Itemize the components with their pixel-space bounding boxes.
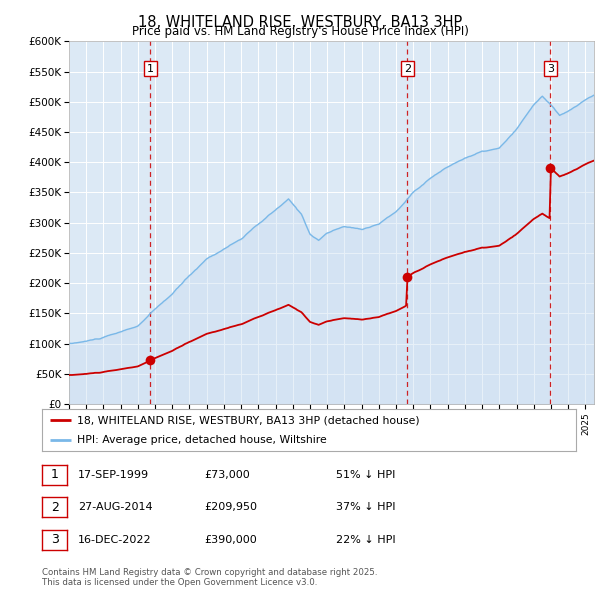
Text: 3: 3 xyxy=(547,64,554,74)
Text: 22% ↓ HPI: 22% ↓ HPI xyxy=(336,535,395,545)
Text: 51% ↓ HPI: 51% ↓ HPI xyxy=(336,470,395,480)
Text: 3: 3 xyxy=(50,533,59,546)
Text: £209,950: £209,950 xyxy=(204,503,257,512)
Text: 1: 1 xyxy=(50,468,59,481)
Text: 2: 2 xyxy=(404,64,411,74)
Text: £73,000: £73,000 xyxy=(204,470,250,480)
Text: £390,000: £390,000 xyxy=(204,535,257,545)
Text: 2: 2 xyxy=(50,501,59,514)
Text: Price paid vs. HM Land Registry's House Price Index (HPI): Price paid vs. HM Land Registry's House … xyxy=(131,25,469,38)
Text: 18, WHITELAND RISE, WESTBURY, BA13 3HP: 18, WHITELAND RISE, WESTBURY, BA13 3HP xyxy=(138,15,462,30)
Text: 18, WHITELAND RISE, WESTBURY, BA13 3HP (detached house): 18, WHITELAND RISE, WESTBURY, BA13 3HP (… xyxy=(77,415,419,425)
Text: 17-SEP-1999: 17-SEP-1999 xyxy=(78,470,149,480)
Text: Contains HM Land Registry data © Crown copyright and database right 2025.
This d: Contains HM Land Registry data © Crown c… xyxy=(42,568,377,587)
Text: 1: 1 xyxy=(147,64,154,74)
Text: HPI: Average price, detached house, Wiltshire: HPI: Average price, detached house, Wilt… xyxy=(77,435,326,445)
Text: 37% ↓ HPI: 37% ↓ HPI xyxy=(336,503,395,512)
Text: 16-DEC-2022: 16-DEC-2022 xyxy=(78,535,152,545)
Text: 27-AUG-2014: 27-AUG-2014 xyxy=(78,503,152,512)
